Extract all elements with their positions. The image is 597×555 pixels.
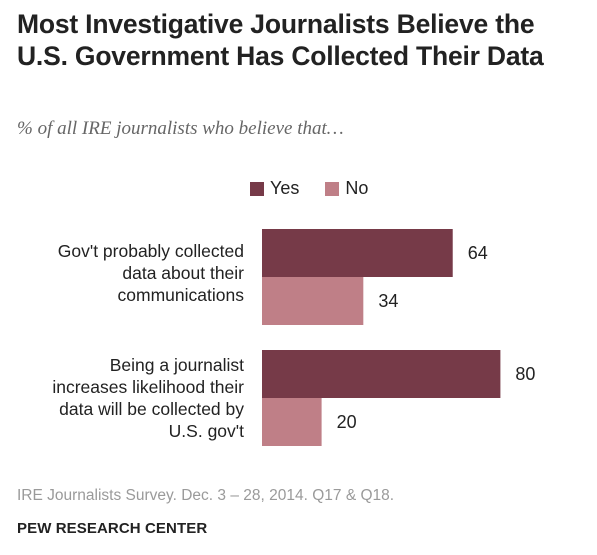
category-label-1-line-3: U.S. gov't bbox=[168, 421, 244, 441]
bar-no-0 bbox=[262, 277, 364, 325]
legend: Yes No bbox=[250, 178, 394, 199]
legend-swatch-yes bbox=[250, 181, 264, 196]
source-note: IRE Journalists Survey. Dec. 3 – 28, 201… bbox=[17, 487, 395, 504]
legend-item-no: No bbox=[325, 178, 368, 199]
category-label-1-line-2: data will be collected by bbox=[59, 399, 244, 419]
data-label-no-1: 20 bbox=[337, 412, 357, 432]
data-label-yes-1: 80 bbox=[515, 364, 535, 384]
category-label-1-line-0: Being a journalist bbox=[109, 355, 244, 375]
legend-label-yes: Yes bbox=[270, 178, 300, 198]
legend-label-no: No bbox=[345, 178, 369, 198]
data-label-no-0: 34 bbox=[378, 291, 398, 311]
chart-title: Most Investigative Journalists Believe t… bbox=[17, 9, 544, 71]
data-label-yes-0: 64 bbox=[468, 243, 488, 263]
brand-footer: PEW RESEARCH CENTER bbox=[17, 520, 208, 537]
legend-swatch-no bbox=[325, 181, 340, 196]
category-label-1: Being a journalist increases likelihood … bbox=[52, 354, 244, 442]
chart-subtitle: % of all IRE journalists who believe tha… bbox=[17, 118, 344, 139]
category-label-0-line-2: communications bbox=[117, 285, 244, 305]
bar-yes-1 bbox=[262, 350, 501, 398]
category-label-0-line-1: data about their bbox=[122, 263, 244, 283]
category-label-1-line-1: increases likelihood their bbox=[52, 377, 244, 397]
category-label-0-line-0: Gov't probably collected bbox=[57, 241, 244, 261]
category-label-0: Gov't probably collected data about thei… bbox=[58, 240, 244, 306]
bar-no-1 bbox=[262, 398, 322, 446]
legend-item-yes: Yes bbox=[250, 178, 299, 199]
bar-yes-0 bbox=[262, 229, 453, 277]
